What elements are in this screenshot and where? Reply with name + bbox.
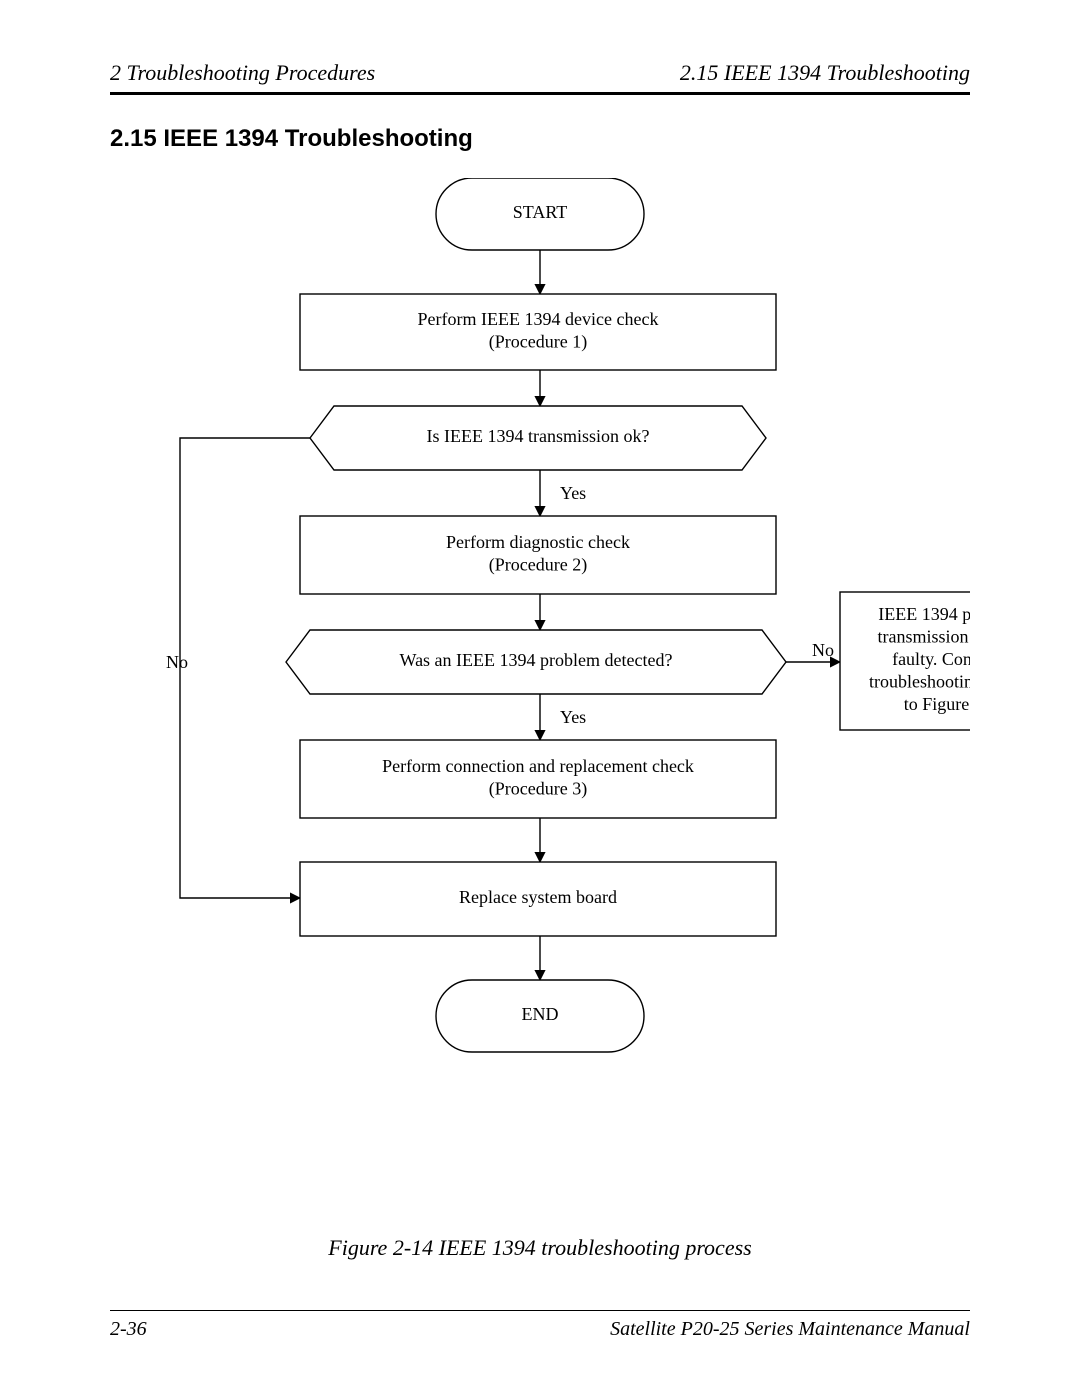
figure-caption: Figure 2-14 IEEE 1394 troubleshooting pr…: [0, 1235, 1080, 1261]
flowchart-node-text: (Procedure 3): [489, 778, 587, 799]
flowchart-node-text: Replace system board: [459, 887, 617, 907]
flowchart-node-text: transmission are not: [878, 627, 970, 647]
flowchart-svg: Yes Yes No No START Perform IEEE 1394 device …: [110, 178, 970, 1197]
flowchart-node-text: Perform diagnostic check: [446, 532, 630, 552]
flowchart-node-text: (Procedure 2): [489, 554, 587, 575]
footer-page-number: 2-36: [110, 1318, 147, 1341]
header-right: 2.15 IEEE 1394 Troubleshooting: [680, 60, 970, 86]
flowchart-node-text: Is IEEE 1394 transmission ok?: [427, 426, 650, 446]
flowchart-node-text: troubleshooting - refer: [869, 672, 970, 692]
flowchart-node-text: IEEE 1394 port and: [878, 604, 970, 624]
flowchart-node-text: (Procedure 1): [489, 331, 587, 352]
header-left: 2 Troubleshooting Procedures: [110, 60, 375, 86]
footer-manual-title: Satellite P20-25 Series Maintenance Manu…: [610, 1318, 970, 1341]
flowchart-node-text: to Figure 2.1: [904, 694, 970, 714]
flowchart-edge-label: Yes: [560, 707, 586, 727]
header-rule: [110, 92, 970, 95]
flowchart-edge-label: No: [812, 640, 834, 660]
flowchart-edge-label: No: [166, 652, 188, 672]
flowchart: Yes Yes No No START Perform IEEE 1394 device …: [110, 178, 970, 1197]
flowchart-node-text: Perform connection and replacement check: [382, 756, 694, 776]
flowchart-node-text: faulty. Continue: [892, 649, 970, 669]
footer-rule: [110, 1310, 970, 1312]
flowchart-node-text: END: [522, 1004, 559, 1024]
flowchart-node-text: Perform IEEE 1394 device check: [418, 309, 659, 329]
flowchart-node-text: START: [513, 202, 567, 222]
flowchart-edge-label: Yes: [560, 483, 586, 503]
flowchart-node-text: Was an IEEE 1394 problem detected?: [400, 650, 673, 670]
section-title: 2.15 IEEE 1394 Troubleshooting: [110, 125, 473, 153]
